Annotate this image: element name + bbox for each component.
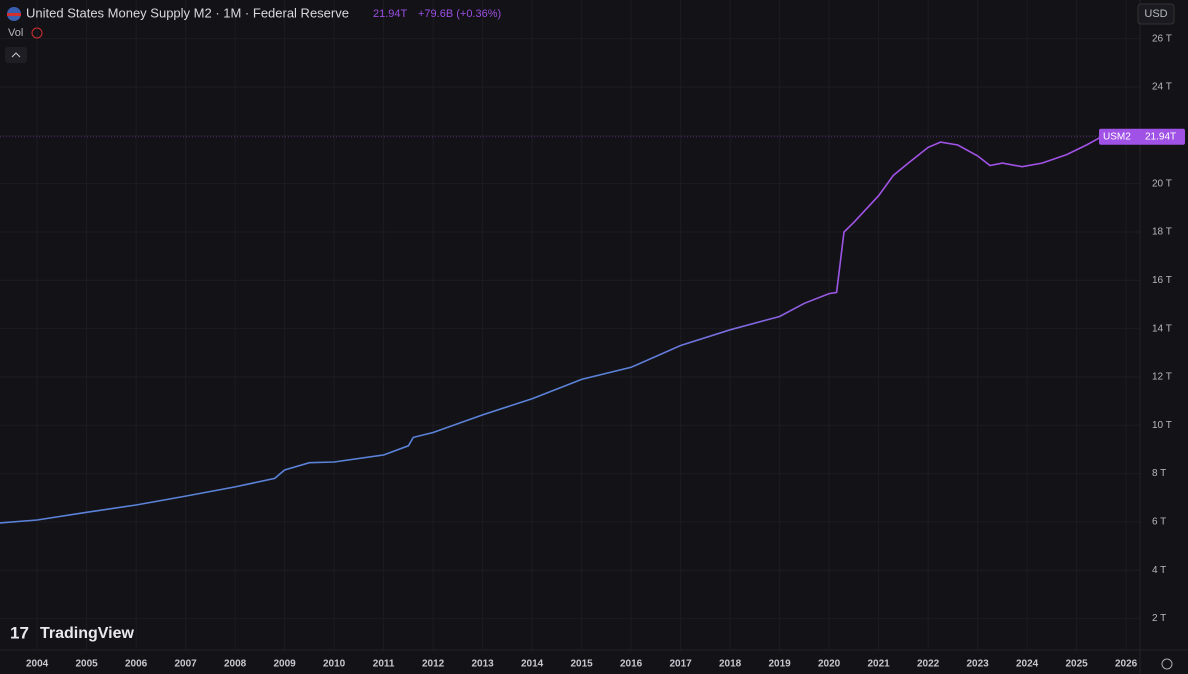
x-tick-label: 2008 (224, 659, 247, 670)
y-tick-label: 2 T (1152, 613, 1166, 624)
y-tick-label: 24 T (1152, 82, 1172, 93)
y-tick-label: 6 T (1152, 517, 1166, 528)
last-value: 21.94T (373, 8, 408, 20)
x-tick-label: 2024 (1016, 659, 1039, 670)
x-tick-label: 2015 (571, 659, 594, 670)
x-tick-label: 2014 (521, 659, 544, 670)
x-tick-label: 2016 (620, 659, 643, 670)
y-tick-label: 10 T (1152, 420, 1172, 431)
x-tick-label: 2019 (769, 659, 792, 670)
y-tick-label: 18 T (1152, 227, 1172, 238)
currency-button[interactable] (1137, 3, 1175, 25)
y-tick-label: 14 T (1152, 323, 1172, 334)
y-tick-label: 20 T (1152, 178, 1172, 189)
x-tick-label: 2010 (323, 659, 346, 670)
chart-title: United States Money Supply M2 · 1M · Fed… (26, 5, 349, 20)
logo-mark: 17 (10, 623, 29, 642)
y-tick-label: 4 T (1152, 565, 1166, 576)
x-tick-label: 2023 (967, 659, 990, 670)
badge-value: 21.94T (1145, 131, 1176, 142)
x-tick-label: 2017 (670, 659, 693, 670)
collapse-icon (11, 52, 21, 58)
x-tick-label: 2012 (422, 659, 445, 670)
flag-stripe (7, 13, 21, 16)
x-tick-label: 2025 (1066, 659, 1089, 670)
settings-icon[interactable] (1161, 658, 1173, 670)
y-tick-label: 26 T (1152, 33, 1172, 44)
y-tick-label: 16 T (1152, 275, 1172, 286)
x-tick-label: 2022 (917, 659, 940, 670)
x-tick-label: 2026 (1115, 659, 1138, 670)
x-tick-label: 2011 (373, 659, 395, 670)
collapse-button[interactable] (5, 47, 27, 63)
x-tick-label: 2004 (26, 659, 49, 670)
price-badge (1099, 128, 1185, 145)
x-tick-label: 2020 (818, 659, 841, 670)
badge-symbol: USM2 (1103, 131, 1131, 142)
change: +79.6B (+0.36%) (418, 8, 501, 20)
x-tick-label: 2007 (175, 659, 198, 670)
warning-icon (31, 27, 43, 39)
currency: USD (1144, 8, 1167, 20)
brand: TradingView (40, 625, 135, 642)
y-tick-label: 8 T (1152, 468, 1166, 479)
volume-label: Vol (8, 27, 23, 39)
x-tick-label: 2005 (76, 659, 99, 670)
x-tick-label: 2013 (472, 659, 495, 670)
x-tick-label: 2009 (274, 659, 297, 670)
x-tick-label: 2006 (125, 659, 148, 670)
y-tick-label: 12 T (1152, 372, 1172, 383)
x-tick-label: 2018 (719, 659, 742, 670)
grid (0, 0, 1140, 650)
x-tick-label: 2021 (868, 659, 891, 670)
line (0, 136, 1102, 524)
